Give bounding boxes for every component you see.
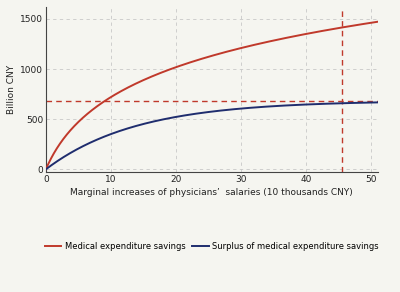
Y-axis label: Billion CNY: Billion CNY bbox=[7, 65, 16, 114]
Legend: Medical expenditure savings, Surplus of medical expenditure savings: Medical expenditure savings, Surplus of … bbox=[42, 239, 382, 254]
X-axis label: Marginal increases of physicians’  salaries (10 thousands CNY): Marginal increases of physicians’ salari… bbox=[70, 188, 353, 197]
